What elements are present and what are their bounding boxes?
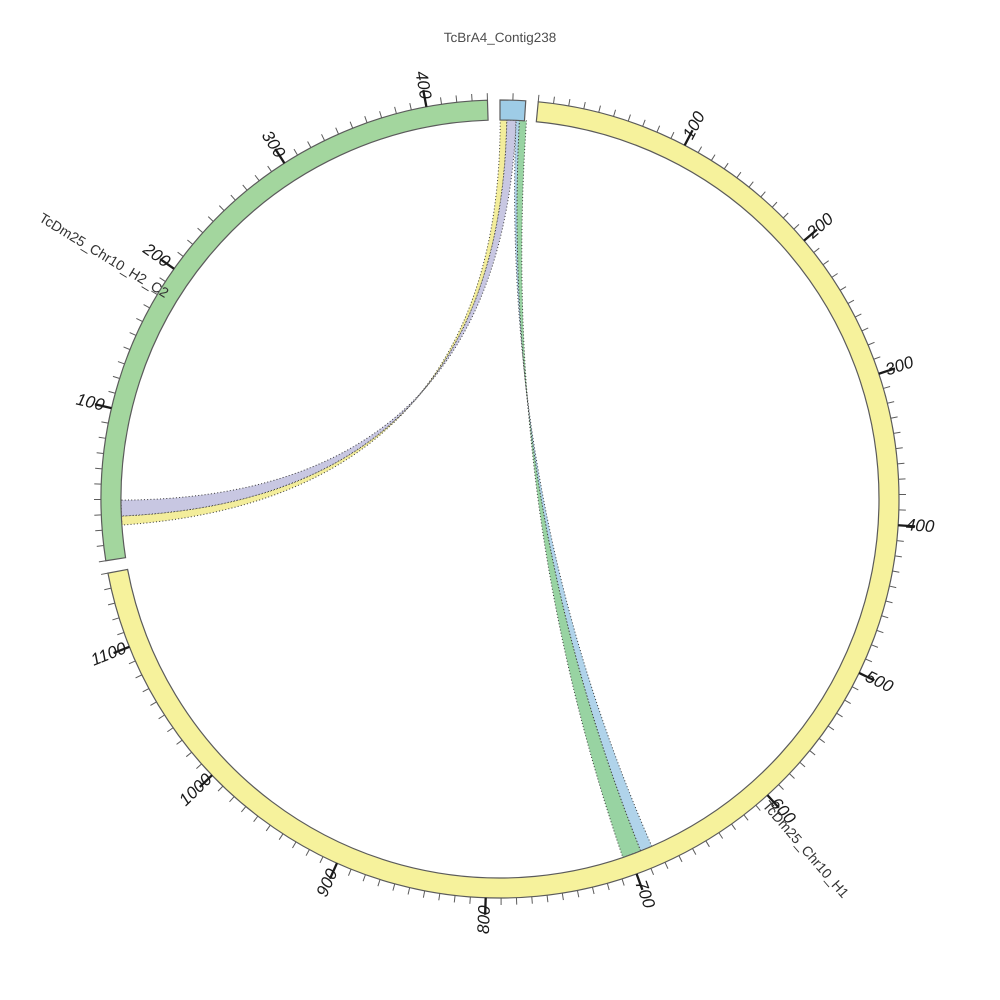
svg-text:TcBrA4_Contig238: TcBrA4_Contig238 bbox=[444, 30, 557, 45]
svg-text:800: 800 bbox=[474, 905, 494, 935]
svg-text:400: 400 bbox=[905, 515, 935, 536]
